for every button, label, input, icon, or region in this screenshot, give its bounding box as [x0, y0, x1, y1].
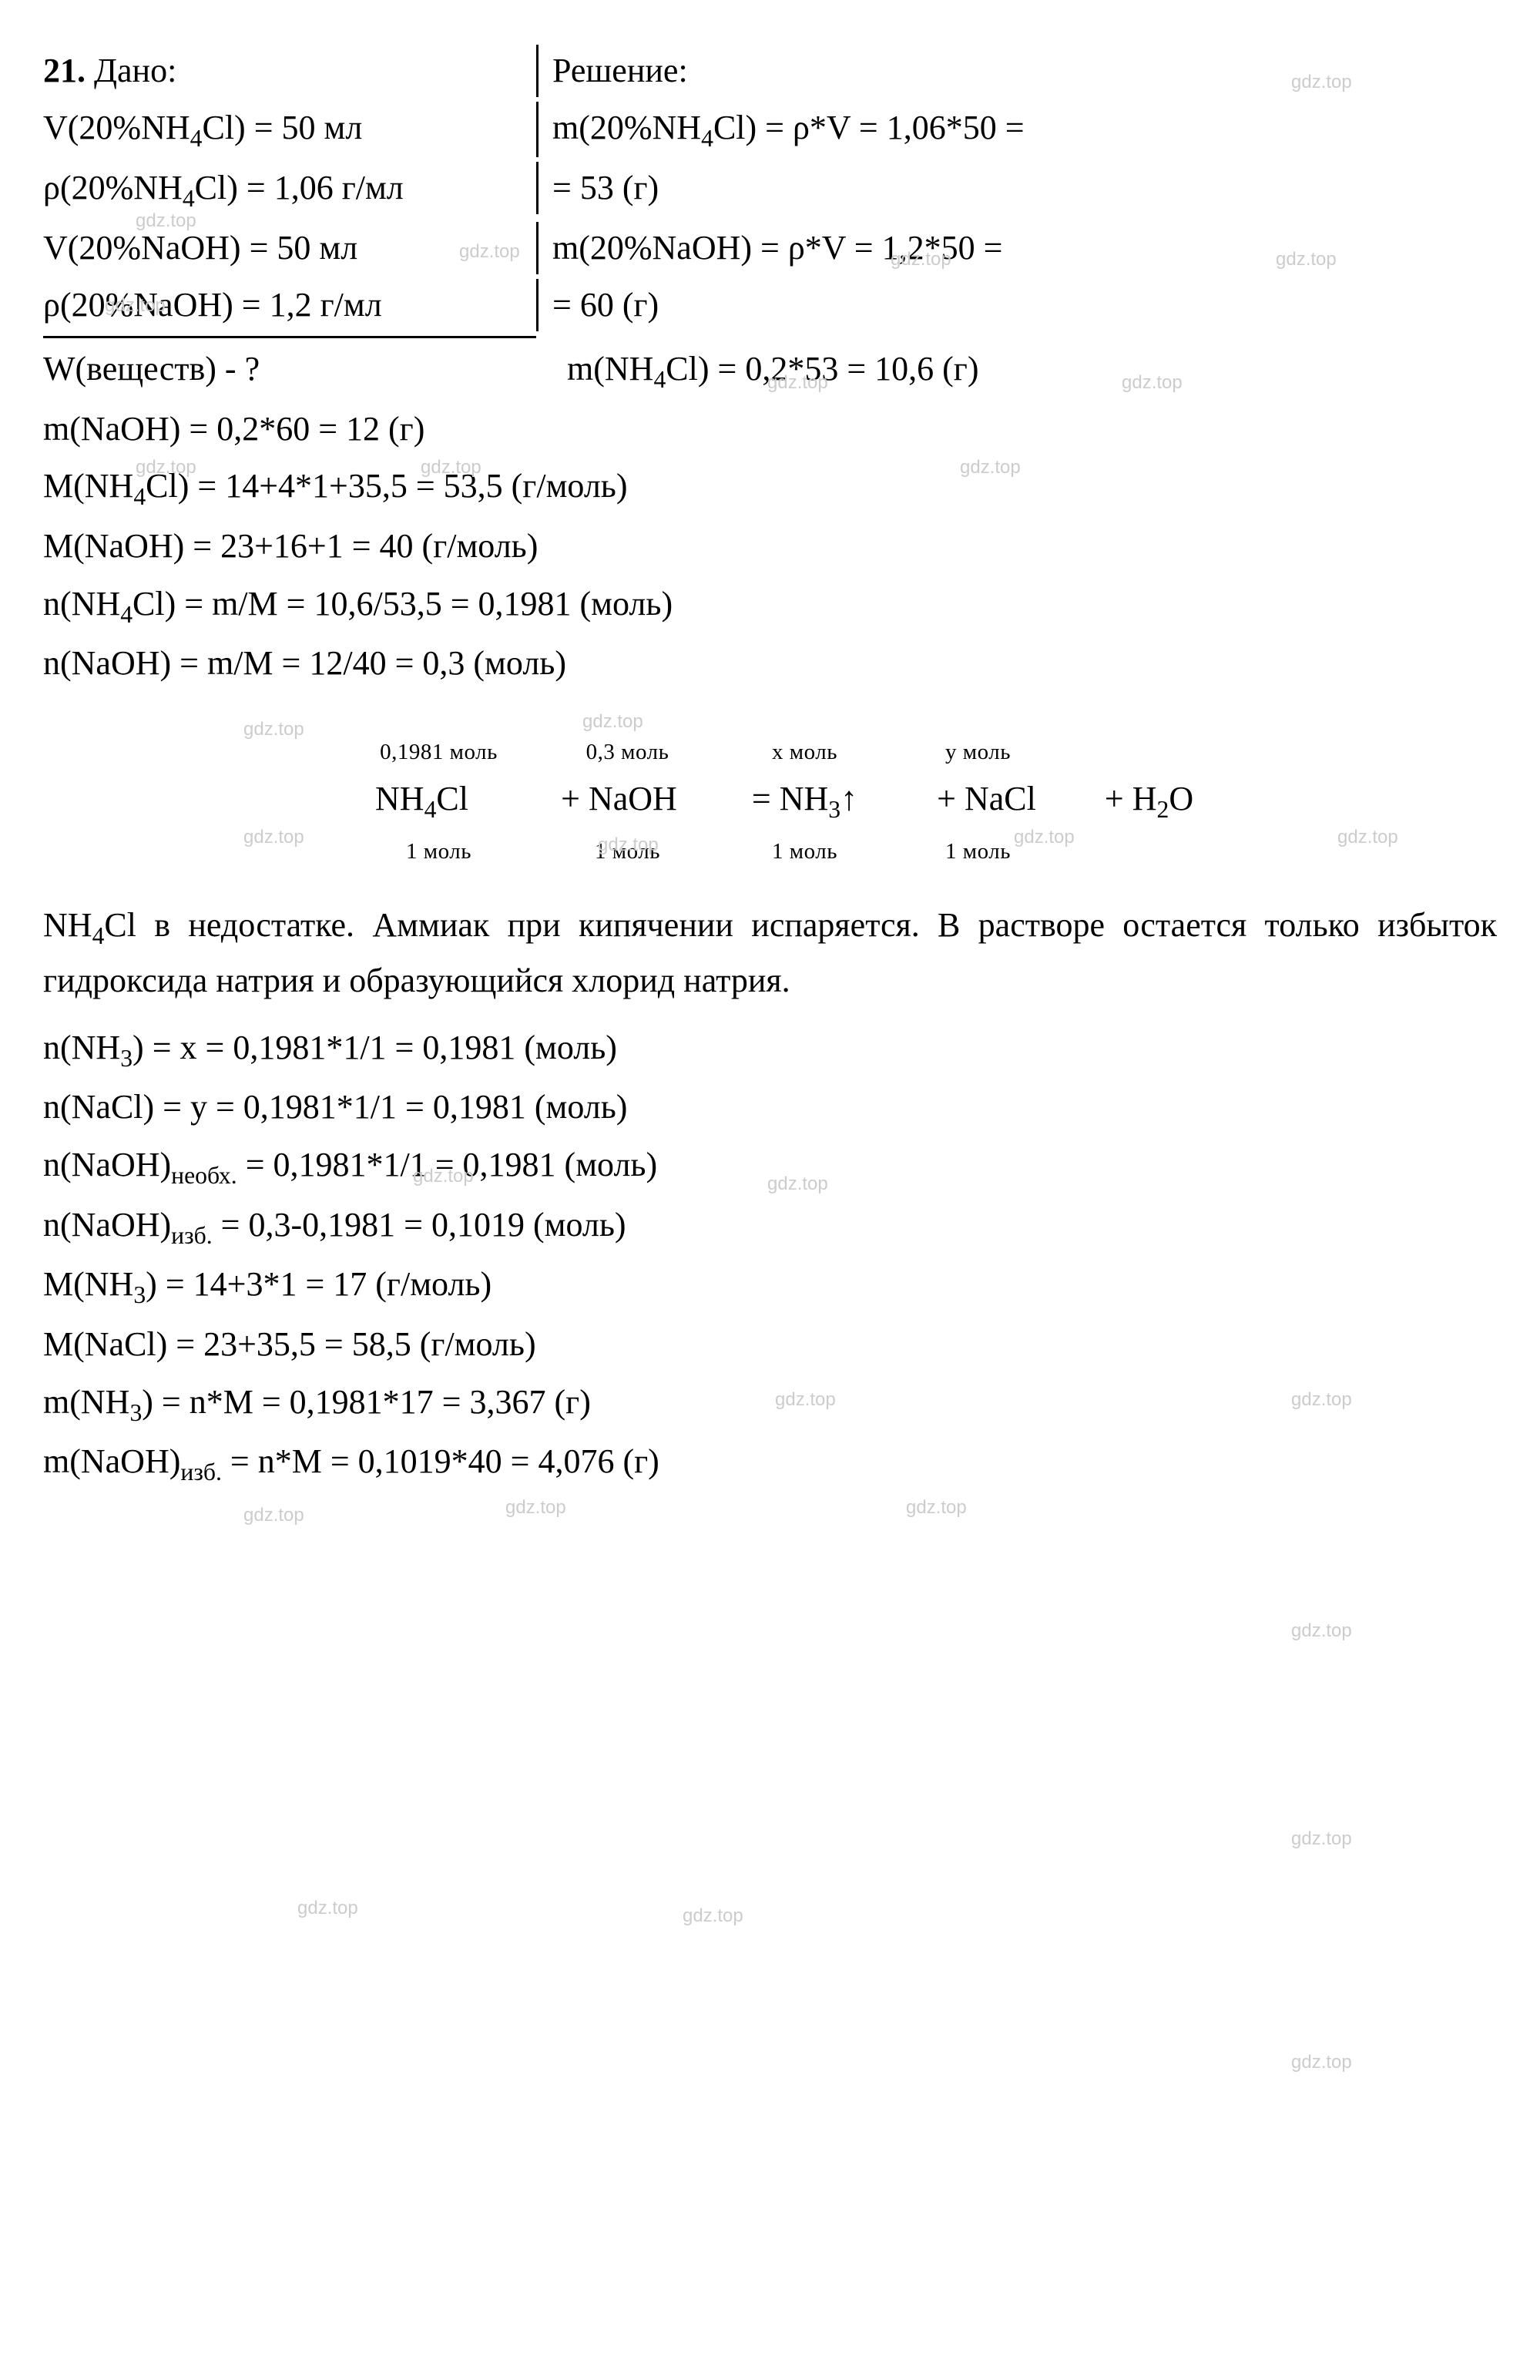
- solution-right-after: m(NH4Cl) = 0,2*53 = 10,6 (г): [536, 343, 1497, 398]
- given-row-3: ρ(20%NaOH) = 1,2 г/мл = 60 (г): [43, 279, 1497, 338]
- eq-bot-1: 1 моль: [539, 834, 716, 869]
- dano-header: 21. Дано:: [43, 45, 536, 97]
- solution-right-2: m(20%NaOH) = ρ*V = 1,2*50 =: [536, 222, 1497, 274]
- watermark-text: gdz.top: [1291, 1616, 1352, 1645]
- body-line-0: m(NaOH) = 0,2*60 = 12 (г): [43, 403, 1497, 455]
- eq-bot-4: [1063, 834, 1202, 869]
- body-line-1: M(NH4Cl) = 14+4*1+35,5 = 53,5 (г/моль): [43, 460, 1497, 515]
- eq-sp-3: + NaCl: [902, 773, 1072, 825]
- solution-right-0: m(20%NH4Cl) = ρ*V = 1,06*50 =: [536, 102, 1497, 157]
- equation-top-labels: 0,1981 моль 0,3 моль x моль y моль: [43, 735, 1497, 770]
- equation-bottom-labels: 1 моль 1 моль 1 моль 1 моль: [43, 834, 1497, 869]
- header-row: 21. Дано: Решение:: [43, 45, 1497, 97]
- solution-right-1: = 53 (г): [536, 162, 1497, 214]
- tail-line-2: n(NaOH)необх. = 0,1981*1/1 = 0,1981 (мол…: [43, 1139, 1497, 1194]
- tail-line-5: M(NaCl) = 23+35,5 = 58,5 (г/моль): [43, 1318, 1497, 1371]
- eq-sp-0: NH4Cl: [322, 773, 522, 828]
- watermark-text: gdz.top: [582, 707, 643, 736]
- tail-line-6: m(NH3) = n*M = 0,1981*17 = 3,367 (г): [43, 1376, 1497, 1432]
- dano-label: Дано:: [94, 52, 176, 89]
- eq-top-1: 0,3 моль: [539, 735, 716, 770]
- eq-top-4: [1063, 735, 1202, 770]
- given-left-0: V(20%NH4Cl) = 50 мл: [43, 102, 536, 157]
- tail-line-7: m(NaOH)изб. = n*M = 0,1019*40 = 4,076 (г…: [43, 1435, 1497, 1491]
- watermark-text: gdz.top: [683, 1902, 743, 1930]
- explanation-paragraph: NH4Cl в недостатке. Аммиак при кипячении…: [43, 899, 1497, 1007]
- given-row-1: ρ(20%NH4Cl) = 1,06 г/мл = 53 (г): [43, 162, 1497, 217]
- watermark-text: gdz.top: [1291, 1824, 1352, 1853]
- watermark-text: gdz.top: [906, 1493, 967, 1522]
- watermark-text: gdz.top: [243, 1501, 304, 1529]
- body-line-4: n(NaOH) = m/M = 12/40 = 0,3 (моль): [43, 637, 1497, 690]
- tail-line-0: n(NH3) = x = 0,1981*1/1 = 0,1981 (моль): [43, 1022, 1497, 1077]
- eq-top-2: x моль: [716, 735, 894, 770]
- problem-number: 21.: [43, 52, 86, 89]
- equation-block: 0,1981 моль 0,3 моль x моль y моль NH4Cl…: [43, 735, 1497, 869]
- watermark-text: gdz.top: [1291, 2048, 1352, 2076]
- given-left-1: ρ(20%NH4Cl) = 1,06 г/мл: [43, 162, 536, 217]
- eq-top-3: y моль: [894, 735, 1063, 770]
- given-row-0: V(20%NH4Cl) = 50 мл m(20%NH4Cl) = ρ*V = …: [43, 102, 1497, 157]
- body-line-2: M(NaOH) = 23+16+1 = 40 (г/моль): [43, 520, 1497, 572]
- eq-top-0: 0,1981 моль: [339, 735, 539, 770]
- tail-line-3: n(NaOH)изб. = 0,3-0,1981 = 0,1019 (моль): [43, 1199, 1497, 1254]
- find-row: W(веществ) - ? m(NH4Cl) = 0,2*53 = 10,6 …: [43, 343, 1497, 398]
- eq-sp-1: + NaOH: [531, 773, 708, 825]
- solution-right-3: = 60 (г): [536, 279, 1497, 331]
- eq-bot-3: 1 моль: [894, 834, 1063, 869]
- reshenie-label: Решение:: [552, 52, 688, 89]
- eq-bot-2: 1 моль: [716, 834, 894, 869]
- equation-species: NH4Cl + NaOH = NH3↑ + NaCl + H2O: [43, 773, 1497, 828]
- tail-line-4: M(NH3) = 14+3*1 = 17 (г/моль): [43, 1258, 1497, 1314]
- tail-line-1: n(NaCl) = y = 0,1981*1/1 = 0,1981 (моль): [43, 1081, 1497, 1133]
- watermark-text: gdz.top: [297, 1894, 358, 1922]
- page-container: 21. Дано: Решение: V(20%NH4Cl) = 50 мл m…: [43, 45, 1497, 1491]
- body-line-3: n(NH4Cl) = m/M = 10,6/53,5 = 0,1981 (мол…: [43, 578, 1497, 633]
- find-left: W(веществ) - ?: [43, 343, 536, 395]
- watermark-text: gdz.top: [505, 1493, 566, 1522]
- given-row-2: V(20%NaOH) = 50 мл m(20%NaOH) = ρ*V = 1,…: [43, 222, 1497, 274]
- eq-bot-0: 1 моль: [339, 834, 539, 869]
- eq-sp-2: = NH3↑: [716, 773, 894, 828]
- given-left-3: ρ(20%NaOH) = 1,2 г/мл: [43, 279, 536, 338]
- given-left-2: V(20%NaOH) = 50 мл: [43, 222, 536, 274]
- eq-sp-4: + H2O: [1080, 773, 1219, 828]
- reshenie-header: Решение:: [536, 45, 1497, 97]
